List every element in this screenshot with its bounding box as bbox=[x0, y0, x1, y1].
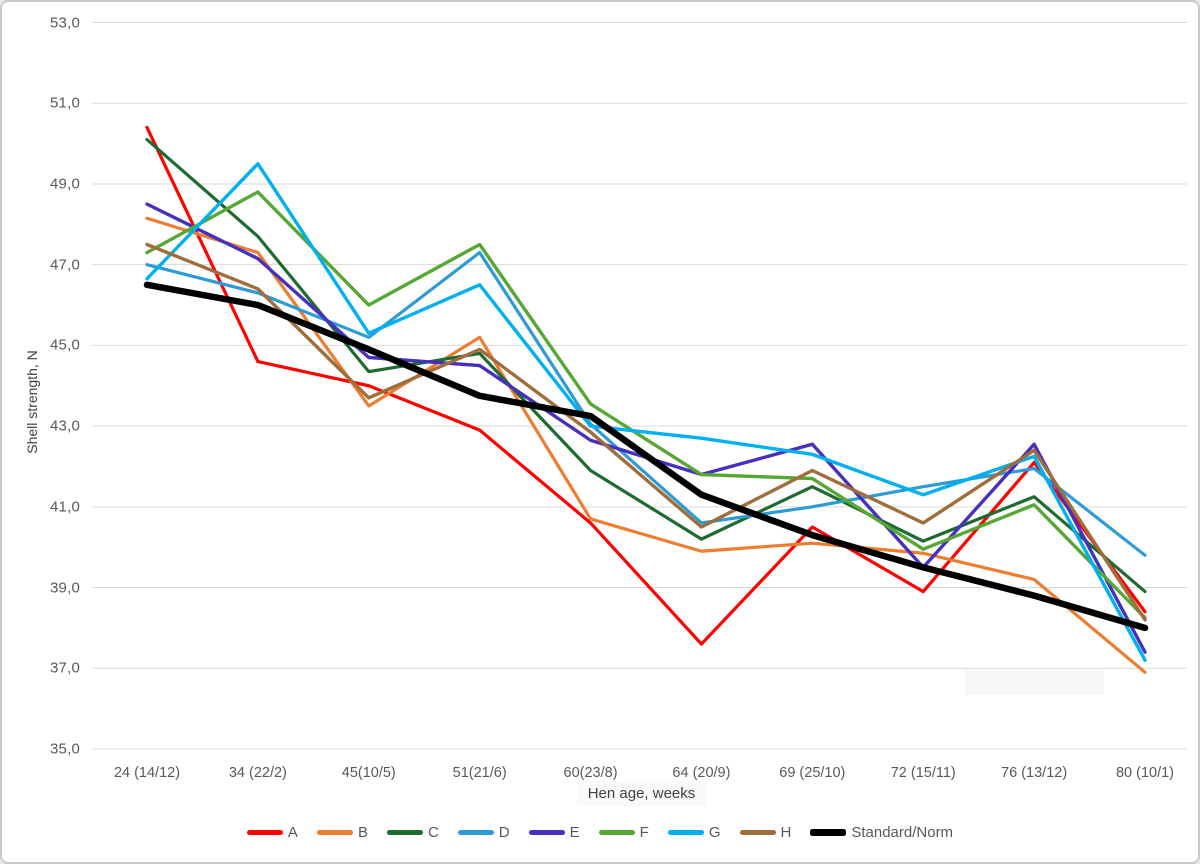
legend-item-B: B bbox=[316, 824, 368, 841]
y-tick-label: 41,0 bbox=[50, 498, 80, 516]
x-tick-label: 60(23/8) bbox=[563, 765, 618, 781]
legend-swatch bbox=[457, 830, 494, 835]
legend-swatch bbox=[739, 830, 776, 835]
legend-item-C: C bbox=[386, 824, 439, 841]
x-tick-label: 80 (10/1) bbox=[1115, 765, 1175, 781]
x-tick-label: 34 (22/2) bbox=[228, 765, 287, 781]
highlight-patch bbox=[965, 670, 1104, 695]
y-tick-label: 39,0 bbox=[50, 579, 80, 597]
x-tick-label: 51(21/6) bbox=[452, 765, 507, 781]
series-line-G bbox=[145, 162, 1147, 662]
y-tick-label: 53,0 bbox=[50, 14, 80, 31]
legend-label: A bbox=[287, 824, 298, 841]
legend-swatch bbox=[246, 830, 283, 835]
legend-label: D bbox=[498, 824, 510, 841]
legend-label: F bbox=[639, 824, 649, 841]
chart-legend: A B C D E F G H Standard/Norm bbox=[2, 824, 1198, 841]
legend-item-E: E bbox=[528, 824, 580, 841]
legend-swatch bbox=[316, 830, 353, 835]
legend-label: E bbox=[569, 824, 580, 841]
series-line-Standard-Norm bbox=[143, 281, 1149, 632]
series-line-D bbox=[145, 250, 1147, 557]
series-line-C bbox=[145, 137, 1147, 594]
legend-label: B bbox=[357, 824, 368, 841]
legend-swatch bbox=[386, 830, 423, 835]
x-tick-label: 72 (15/11) bbox=[890, 765, 956, 781]
x-tick-label: 64 (20/9) bbox=[672, 765, 731, 781]
x-tick-label: 69 (25/10) bbox=[779, 765, 846, 781]
y-axis-title: Shell strength, N bbox=[24, 350, 40, 454]
y-tick-label: 35,0 bbox=[50, 740, 80, 758]
series-line-H bbox=[145, 242, 1147, 622]
series-line-F bbox=[145, 190, 1147, 620]
legend-item-A: A bbox=[246, 824, 298, 841]
legend-label: G bbox=[708, 824, 721, 841]
legend-swatch bbox=[667, 830, 704, 835]
legend-item-G: G bbox=[667, 824, 721, 841]
y-tick-label: 47,0 bbox=[50, 256, 80, 274]
y-tick-label: 51,0 bbox=[50, 94, 80, 112]
y-tick-label: 45,0 bbox=[50, 336, 80, 354]
legend-label: H bbox=[780, 824, 792, 841]
x-tick-label: 45(10/5) bbox=[341, 765, 396, 781]
y-tick-label: 37,0 bbox=[50, 659, 80, 677]
legend-label: Standard/Norm bbox=[851, 824, 954, 841]
legend-item-D: D bbox=[457, 824, 510, 841]
legend-item-F: F bbox=[598, 824, 649, 841]
y-tick-label: 49,0 bbox=[50, 175, 80, 193]
x-tick-label: 24 (14/12) bbox=[113, 765, 181, 781]
legend-swatch bbox=[528, 830, 565, 835]
legend-item-Standard-Norm: Standard/Norm bbox=[810, 824, 953, 841]
series-line-A bbox=[145, 125, 1147, 646]
y-tick-label: 43,0 bbox=[50, 417, 80, 435]
legend-item-H: H bbox=[739, 824, 792, 841]
series-line-B bbox=[145, 216, 1147, 674]
legend-label: C bbox=[427, 824, 439, 841]
x-axis-title: Hen age, weeks bbox=[577, 781, 706, 806]
legend-swatch bbox=[598, 830, 635, 835]
legend-swatch bbox=[810, 829, 847, 836]
x-tick-label: 76 (13/12) bbox=[1001, 765, 1068, 781]
